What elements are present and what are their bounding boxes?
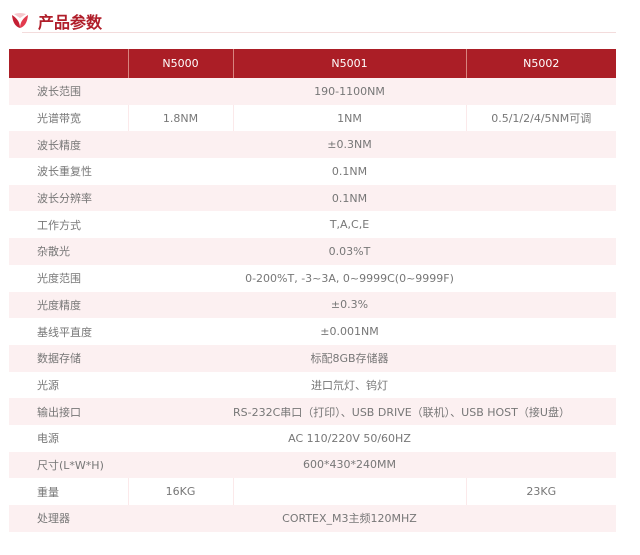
spec-table: N5000 N5001 N5002 波长范围 190-1100NM 光谱带宽 1.8NM 1…	[9, 49, 616, 532]
row-value: 16KG	[127, 478, 233, 505]
table-row: 电源 AC 110/220V 50/60HZ	[9, 425, 616, 452]
empty-cell	[128, 451, 233, 479]
row-value: 0-200%T, -3~3A, 0~9999C(0~9999F)	[245, 271, 454, 285]
empty-cell	[128, 211, 233, 238]
empty-cell	[128, 425, 233, 452]
empty-cell	[128, 78, 233, 105]
table-row: 输出接口 RS-232C串口（打印）、USB DRIVE（联机）、USB HOST…	[9, 398, 616, 425]
empty-cell	[466, 211, 616, 238]
empty-cell	[128, 184, 233, 212]
row-label: 输出接口	[9, 398, 128, 425]
table-row: 尺寸(L*W*H) 600*430*240MM	[9, 451, 616, 479]
row-label: 光度精度	[9, 291, 128, 319]
empty-cell	[128, 372, 233, 399]
row-label: 尺寸(L*W*H)	[9, 451, 128, 479]
row-value: 23KG	[465, 478, 616, 505]
table-row: 光度精度 ±0.3%	[9, 291, 616, 319]
table-row: 重量 16KG 23KG	[9, 478, 616, 505]
table-row: 波长分辨率 0.1NM	[9, 184, 616, 212]
row-value: 0.1NM	[233, 184, 466, 212]
row-label: 光度范围	[37, 272, 81, 286]
empty-cell	[466, 78, 616, 105]
empty-cell	[466, 451, 616, 479]
empty-cell	[128, 238, 233, 265]
row-value: 1NM	[232, 104, 466, 132]
row-label: 杂散光	[9, 238, 128, 265]
empty-cell	[466, 344, 616, 372]
table-row: 处理器 CORTEX_M3主频120MHZ	[9, 505, 616, 532]
table-header: N5000 N5001 N5002	[9, 49, 616, 78]
empty-cell	[128, 291, 233, 319]
column-header	[9, 49, 128, 78]
page-title: 产品参数	[38, 13, 103, 32]
empty-cell	[466, 398, 616, 425]
table-row: 光谱带宽 1.8NM 1NM 0.5/1/2/4/5NM可调	[9, 104, 616, 132]
table-row: 波长精度 ±0.3NM	[9, 131, 616, 159]
row-value: 进口氘灯、钨灯	[311, 378, 388, 392]
table-row: 光度范围 0-200%T, -3~3A, 0~9999C(0~9999F)	[9, 265, 616, 292]
row-value: RS-232C串口（打印）、USB DRIVE（联机）、USB HOST（接U盘…	[233, 398, 570, 425]
empty-cell	[128, 265, 233, 292]
empty-cell	[466, 505, 616, 532]
row-value: ±0.001NM	[320, 325, 379, 339]
empty-cell	[466, 425, 616, 452]
row-value: 0.1NM	[331, 164, 368, 178]
empty-cell	[466, 318, 616, 345]
divider	[22, 32, 616, 33]
empty-cell	[466, 238, 616, 265]
row-label: 处理器	[9, 505, 128, 532]
leaf-logo-icon	[12, 13, 28, 28]
row-label: 光谱带宽	[37, 112, 81, 126]
empty-cell	[128, 158, 233, 185]
table-row: 工作方式 T,A,C,E	[9, 211, 616, 238]
empty-cell	[128, 344, 233, 372]
column-header: N5002	[465, 49, 616, 78]
row-value	[232, 478, 466, 505]
empty-cell	[466, 291, 616, 319]
row-label: 波长重复性	[37, 165, 92, 179]
table-row: 波长范围 190-1100NM	[9, 78, 616, 105]
row-value: CORTEX_M3主频120MHZ	[233, 505, 466, 532]
empty-cell	[466, 372, 616, 399]
empty-cell	[466, 184, 616, 212]
row-label: 基线平直度	[37, 325, 92, 339]
row-value: 标配8GB存储器	[233, 344, 466, 372]
table-row: 光源 进口氘灯、钨灯	[9, 372, 616, 399]
row-label: 波长精度	[9, 131, 128, 159]
row-value: AC 110/220V 50/60HZ	[288, 431, 411, 445]
empty-cell	[128, 398, 233, 425]
table-row: 数据存储 标配8GB存储器	[9, 344, 616, 372]
row-value: T,A,C,E	[329, 218, 370, 232]
row-value: 1.8NM	[127, 104, 233, 132]
empty-cell	[128, 318, 233, 345]
row-value: 0.03%T	[233, 238, 466, 265]
empty-cell	[466, 131, 616, 159]
row-value: 190-1100NM	[233, 78, 466, 105]
table-row: 基线平直度 ±0.001NM	[9, 318, 616, 345]
empty-cell	[128, 505, 233, 532]
table-row: 杂散光 0.03%T	[9, 238, 616, 265]
row-label: 数据存储	[9, 344, 128, 372]
table-row: 波长重复性 0.1NM	[9, 158, 616, 185]
row-label: 重量	[37, 485, 59, 499]
row-label: 波长分辨率	[9, 184, 128, 212]
row-value: ±0.3NM	[233, 131, 466, 159]
empty-cell	[466, 158, 616, 185]
empty-cell	[128, 131, 233, 159]
section-header: 产品参数	[10, 9, 102, 33]
row-value: ±0.3%	[233, 291, 466, 319]
row-value: 600*430*240MM	[233, 451, 466, 479]
row-label: 光源	[37, 378, 59, 392]
row-label: 波长范围	[9, 78, 128, 105]
row-label: 工作方式	[37, 218, 81, 232]
row-value: 0.5/1/2/4/5NM可调	[465, 104, 616, 132]
column-header: N5000	[127, 49, 233, 78]
column-header: N5001	[232, 49, 466, 78]
empty-cell	[466, 265, 616, 292]
row-label: 电源	[37, 432, 59, 446]
